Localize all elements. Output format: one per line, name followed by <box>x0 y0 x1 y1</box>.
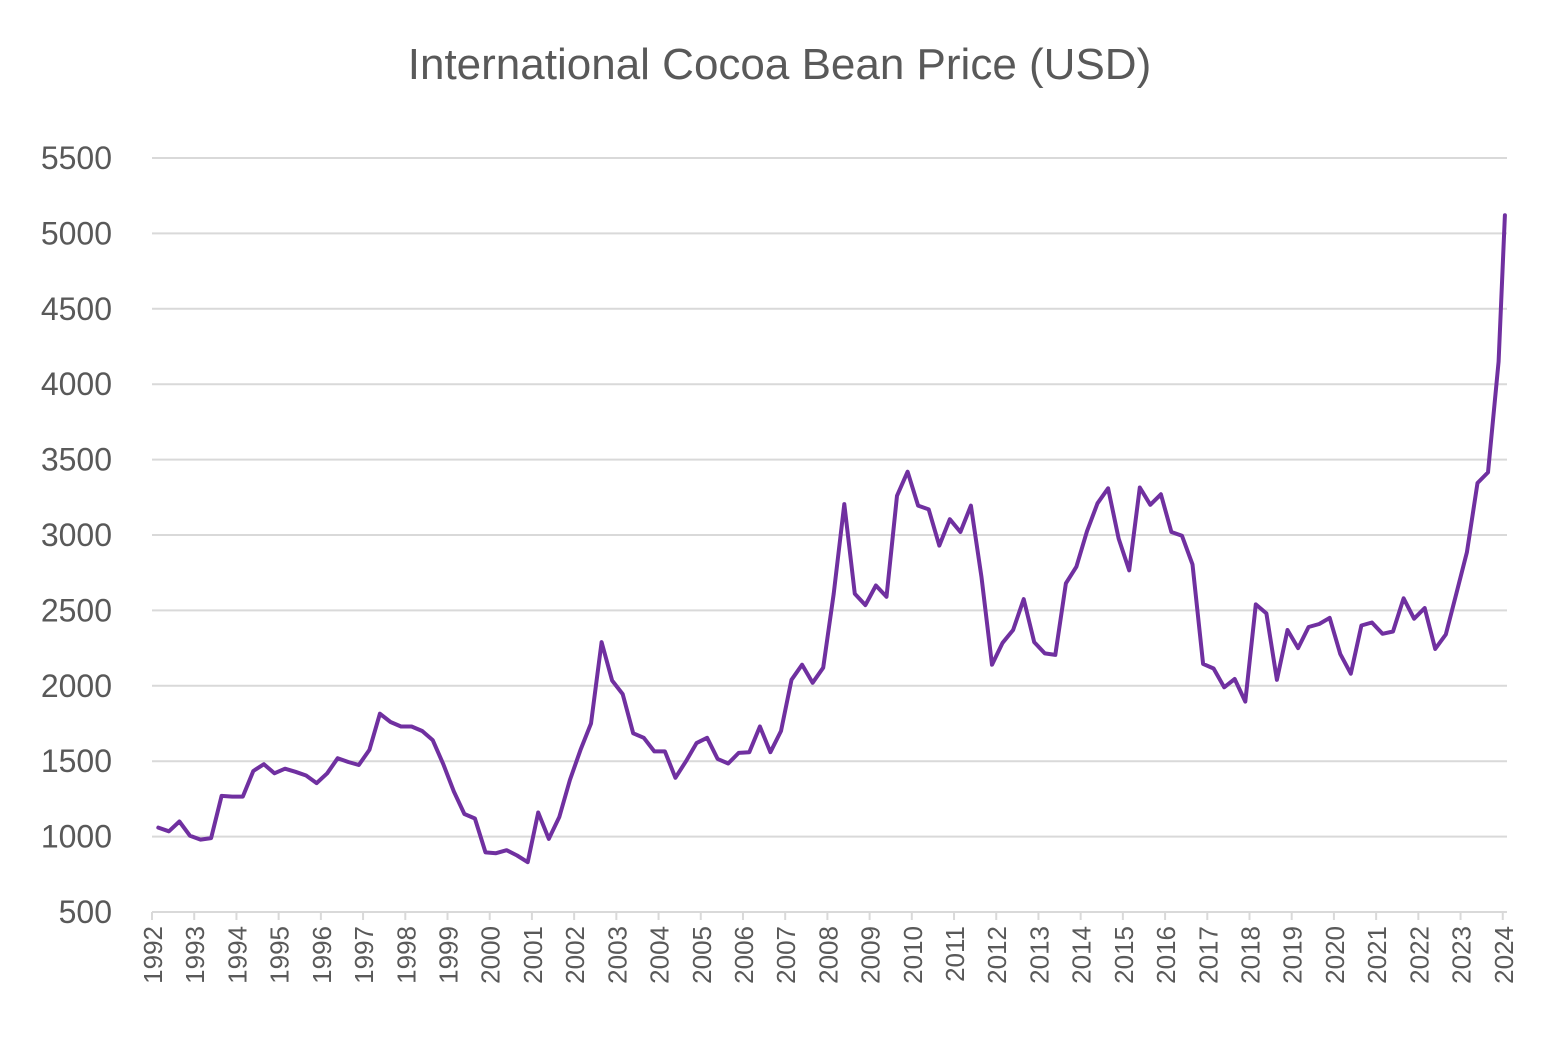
x-tick-label: 2002 <box>560 926 590 984</box>
x-tick-label: 2024 <box>1489 926 1519 984</box>
x-tick-label: 2000 <box>476 926 506 984</box>
x-tick-label: 1995 <box>265 926 295 984</box>
x-tick-label: 1999 <box>433 926 463 984</box>
x-tick-label: 2010 <box>898 926 928 984</box>
x-tick-label: 2003 <box>602 926 632 984</box>
x-tick-label: 2020 <box>1320 926 1350 984</box>
y-tick-label: 1500 <box>41 743 112 779</box>
x-tick-label: 2021 <box>1362 926 1392 984</box>
y-tick-label: 1000 <box>41 819 112 855</box>
x-tick-label: 2019 <box>1278 926 1308 984</box>
x-tick-label: 2017 <box>1193 926 1223 984</box>
y-tick-label: 4500 <box>41 291 112 327</box>
x-tick-label: 2008 <box>813 926 843 984</box>
x-tick-label: 2004 <box>645 926 675 984</box>
y-tick-label: 5500 <box>41 140 112 176</box>
y-tick-label: 2500 <box>41 592 112 628</box>
x-tick-label: 2016 <box>1151 926 1181 984</box>
x-tick-label: 2015 <box>1109 926 1139 984</box>
x-tick-label: 2023 <box>1447 926 1477 984</box>
x-tick-label: 2009 <box>856 926 886 984</box>
x-tick-label: 2012 <box>982 926 1012 984</box>
x-tick-label: 2005 <box>687 926 717 984</box>
x-tick-label: 2013 <box>1024 926 1054 984</box>
x-tick-label: 1994 <box>222 926 252 984</box>
y-tick-label: 2000 <box>41 668 112 704</box>
chart-title: International Cocoa Bean Price (USD) <box>407 40 1152 89</box>
x-tick-label: 1993 <box>180 926 210 984</box>
y-tick-label: 3500 <box>41 442 112 478</box>
x-tick-label: 2011 <box>940 926 970 982</box>
x-tick-label: 1996 <box>307 926 337 984</box>
x-tick-label: 1997 <box>349 926 379 984</box>
series-line <box>156 213 1507 865</box>
x-tick-label: 2001 <box>518 926 548 984</box>
y-tick-label: 500 <box>59 894 112 930</box>
x-tick-label: 2006 <box>729 926 759 984</box>
x-tick-label: 2018 <box>1236 926 1266 984</box>
y-tick-label: 4000 <box>41 366 112 402</box>
x-tick-label: 1992 <box>138 926 168 984</box>
x-tick-label: 2007 <box>771 926 801 984</box>
x-tick-label: 2022 <box>1404 926 1434 984</box>
x-tick-label: 2014 <box>1067 926 1097 984</box>
y-tick-label: 5000 <box>41 215 112 251</box>
y-tick-label: 3000 <box>41 517 112 553</box>
x-tick-label: 1998 <box>391 926 421 984</box>
